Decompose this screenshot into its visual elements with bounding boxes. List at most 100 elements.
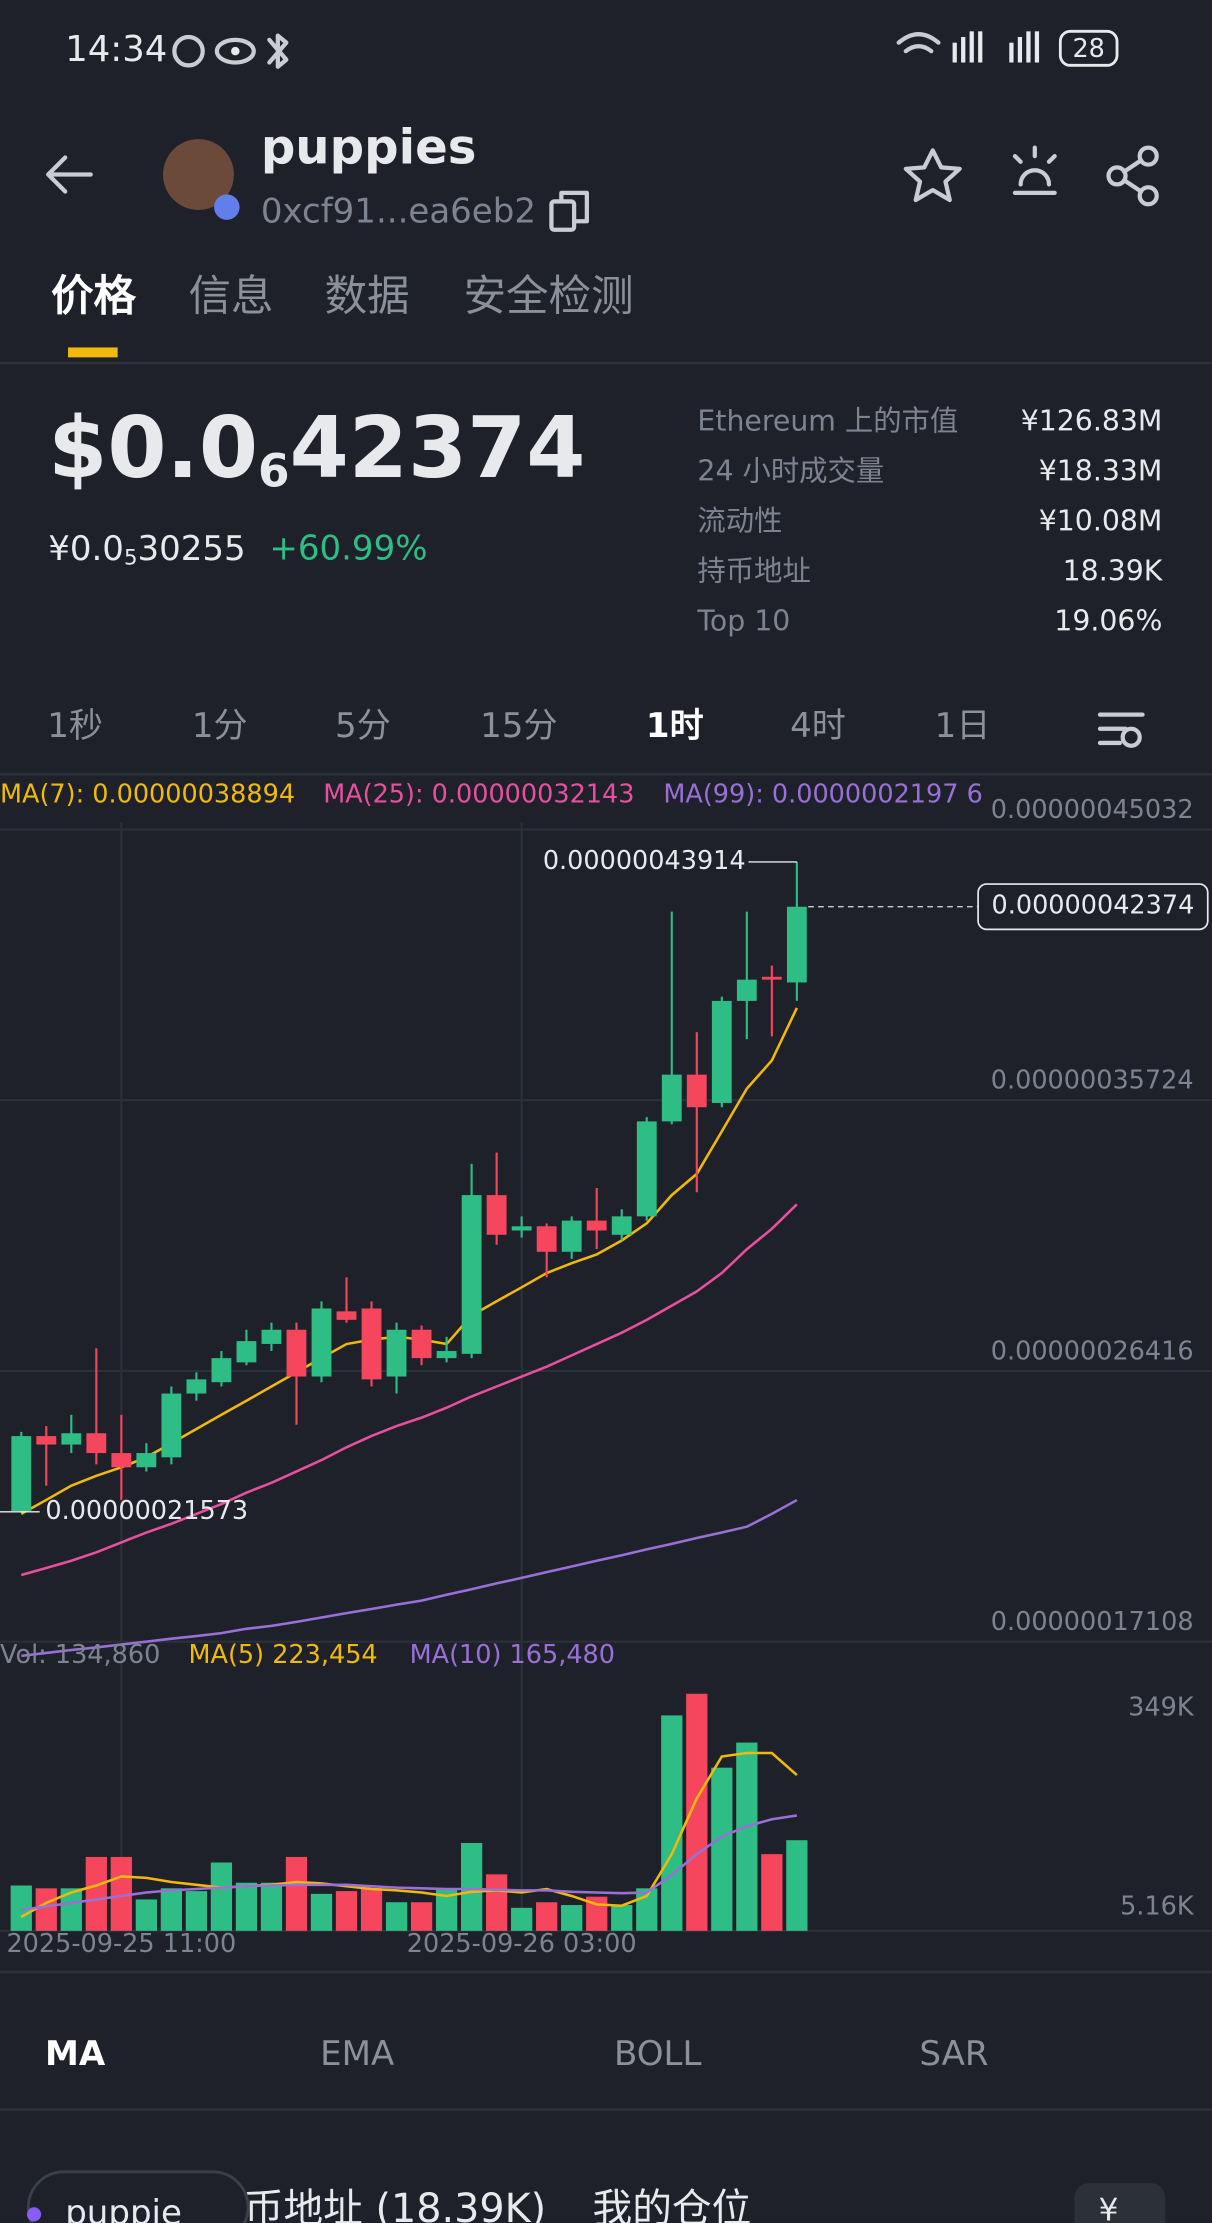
candle-body (436, 1351, 457, 1359)
volume-bar (310, 1893, 333, 1931)
interval-tab[interactable]: 1分 (192, 706, 248, 746)
ma-line (21, 1814, 798, 1912)
y-tick-label: 0.00000035724 (991, 1066, 1194, 1096)
stat-value: ¥10.08M (1039, 505, 1163, 538)
ma-legend: MA(99): 0.0000002197 6 (663, 779, 982, 809)
candle-body (136, 1453, 157, 1468)
candle-body (661, 1074, 682, 1122)
volume-bar (460, 1842, 483, 1931)
price-digits: 42374 (290, 399, 586, 498)
token-pill[interactable] (26, 2170, 250, 2223)
volume-bar (511, 1907, 533, 1931)
chart-settings[interactable] (1097, 712, 1145, 748)
indicator-tab[interactable]: BOLL (614, 2034, 701, 2074)
volume-bar (486, 1874, 508, 1931)
indicator-tab[interactable]: SAR (919, 2034, 988, 2074)
candle-body (336, 1311, 357, 1320)
copy-icon[interactable] (549, 190, 589, 232)
volume-bar (686, 1693, 708, 1931)
interval-tab[interactable]: 4时 (790, 706, 846, 746)
volume-bar (85, 1856, 107, 1931)
candle-body (111, 1453, 132, 1468)
price-cny: ¥0.0530255 (48, 529, 245, 571)
interval-tab[interactable]: 1日 (935, 706, 991, 746)
cny-digits: 30255 (137, 529, 245, 569)
volume-bar (360, 1888, 383, 1931)
tab[interactable]: 数据 (325, 273, 410, 322)
price-prefix: $0.0 (48, 399, 258, 498)
interval-tab[interactable]: 15分 (480, 706, 557, 746)
interval-tab[interactable]: 5分 (335, 706, 391, 746)
tab[interactable]: 信息 (189, 273, 274, 322)
stat-label: 24 小时成交量 (697, 455, 884, 488)
candle-body (36, 1436, 57, 1445)
stat-value: 19.06% (1054, 605, 1162, 638)
volume-bar (235, 1882, 258, 1931)
back-button[interactable] (46, 155, 93, 194)
volume-bar (260, 1882, 283, 1931)
volume-bar (335, 1891, 358, 1931)
holders-tab[interactable]: 币地址 (18.39K) (244, 2186, 546, 2223)
candle-body (11, 1436, 32, 1511)
candle-body (161, 1393, 182, 1458)
interval-tab[interactable]: 1时 (646, 706, 704, 746)
candle-body (311, 1308, 332, 1377)
indicator-tab[interactable]: EMA (320, 2034, 394, 2074)
position-tab[interactable]: 我的仓位 (593, 2186, 752, 2223)
volume-bar (60, 1888, 82, 1931)
ma-legend: MA(7): 0.00000038894 (0, 779, 295, 809)
candle-body (686, 1074, 707, 1108)
candle-body (761, 976, 782, 980)
candle-body (286, 1329, 307, 1377)
stat-value: ¥126.83M (1021, 405, 1163, 438)
last-price-label: 0.00000042374 (992, 891, 1195, 921)
indicator-tab[interactable]: MA (45, 2034, 106, 2074)
volume-bar (185, 1891, 208, 1931)
status-icons (172, 29, 1119, 69)
tab[interactable]: 安全检测 (464, 273, 634, 322)
candle-body (411, 1329, 432, 1359)
cny-prefix: ¥0.0 (48, 529, 124, 569)
candle-body (211, 1358, 232, 1383)
volume-bar (210, 1862, 233, 1931)
volume-bar (561, 1905, 583, 1931)
battery-level: 28 (1072, 34, 1104, 64)
last-price-box (977, 883, 1209, 931)
candle-body (636, 1121, 657, 1217)
y-tick-label: 0.00000045032 (991, 795, 1194, 825)
volume-title: Vol: 134,860 (0, 1640, 160, 1670)
currency-button[interactable] (1074, 2183, 1166, 2223)
interval-tab[interactable]: 1秒 (47, 706, 103, 746)
max-label: 0.00000043914 (543, 846, 746, 876)
tab[interactable]: 价格 (51, 273, 137, 322)
chain-badge (214, 194, 240, 220)
stat-label: Top 10 (696, 605, 790, 638)
candle-body (611, 1216, 632, 1235)
candle-body (86, 1433, 107, 1454)
stat-value: ¥18.33M (1039, 455, 1163, 488)
favorite-button[interactable] (903, 148, 962, 203)
min-label: 0.00000021573 (45, 1496, 248, 1526)
candle-body (511, 1226, 532, 1231)
candle-body (461, 1195, 482, 1354)
volume-bar (736, 1742, 758, 1931)
x-tick-label: 2025-09-26 03:00 (407, 1929, 637, 1959)
candle-body (536, 1226, 557, 1252)
cny-sub: 5 (124, 546, 138, 571)
candle-body (361, 1308, 382, 1380)
currency-label: ¥ (1099, 2193, 1119, 2223)
alert-button[interactable] (1012, 145, 1057, 196)
ma-legend: MA(25): 0.00000032143 (323, 779, 634, 809)
price-sub: 6 (258, 444, 290, 497)
share-button[interactable] (1106, 145, 1159, 207)
divider (0, 772, 1212, 776)
y-tick-label: 0.00000026416 (991, 1336, 1194, 1366)
volume-bar (35, 1888, 57, 1931)
y-tick-label: 0.00000017108 (991, 1607, 1194, 1637)
stat-label: 持币地址 (697, 555, 810, 588)
candle-body (261, 1329, 282, 1344)
vol-ma-legend: MA(10) 165,480 (410, 1640, 615, 1670)
ma-line (20, 1751, 798, 1919)
x-tick-label: 2025-09-25 11:00 (6, 1929, 236, 1959)
